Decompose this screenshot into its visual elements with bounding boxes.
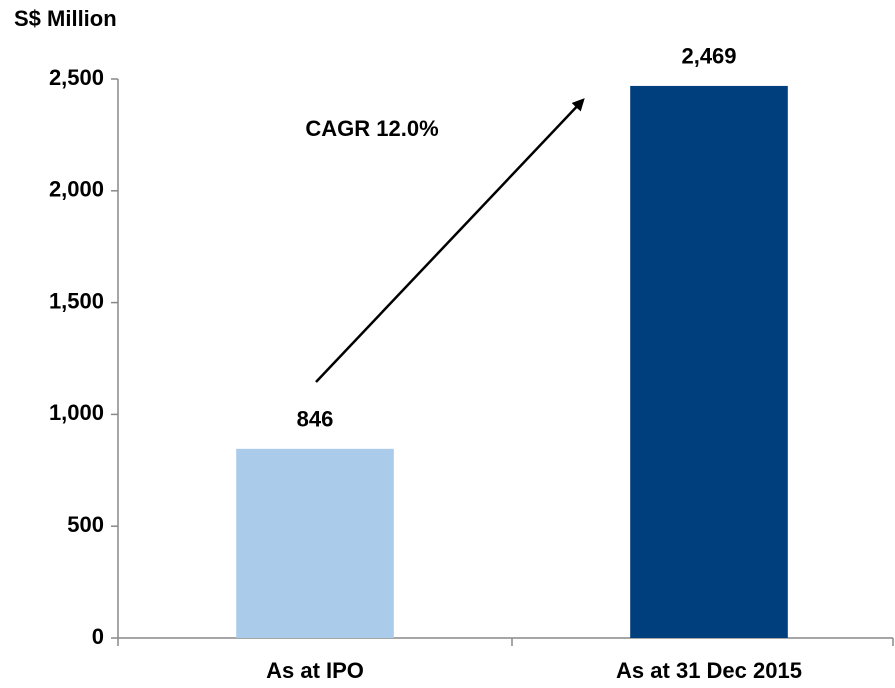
y-tick-label: 2,500	[49, 65, 104, 90]
bar	[236, 448, 394, 638]
x-tick-label: As at IPO	[266, 658, 364, 683]
value-label: 2,469	[681, 44, 736, 69]
y-tick-label: 0	[92, 624, 104, 649]
x-tick-label: As at 31 Dec 2015	[616, 658, 802, 683]
value-label: 846	[297, 407, 334, 432]
y-tick-label: 2,000	[49, 177, 104, 202]
bar	[630, 85, 788, 639]
y-tick-label: 1,000	[49, 400, 104, 425]
y-axis-label: S$ Million	[14, 6, 117, 31]
y-tick-label: 1,500	[49, 288, 104, 313]
growth-arrow	[315, 98, 585, 383]
annotation: CAGR 12.0%	[305, 116, 438, 141]
y-tick-label: 500	[67, 512, 104, 537]
